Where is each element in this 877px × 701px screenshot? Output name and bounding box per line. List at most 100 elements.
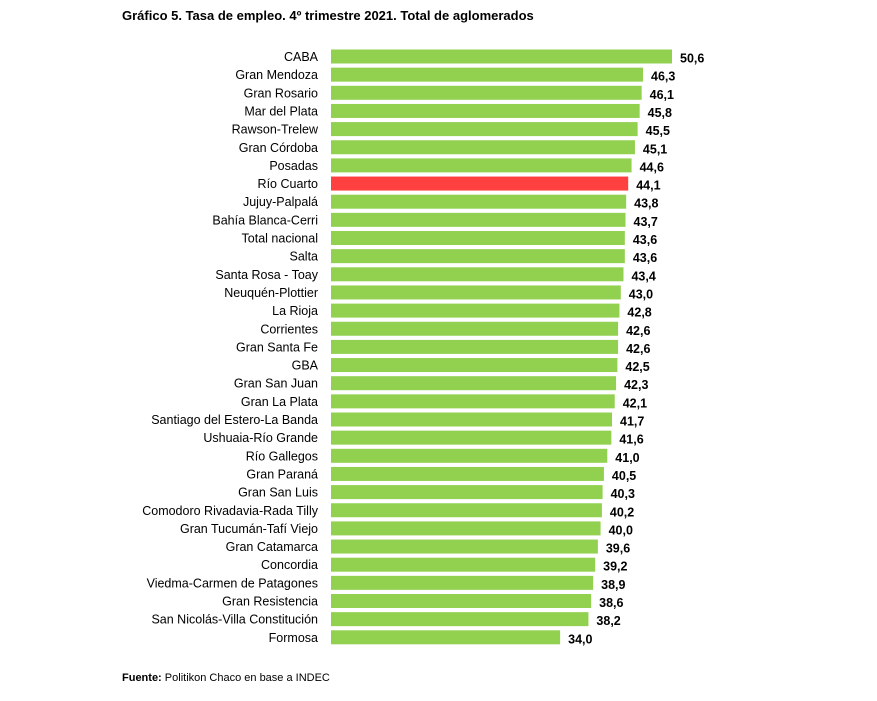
- category-label: Salta: [290, 250, 319, 264]
- category-label: Santiago del Estero-La Banda: [151, 413, 318, 427]
- bar: [331, 85, 642, 100]
- category-label: Gran Rosario: [244, 86, 318, 100]
- value-label: 42,6: [626, 342, 650, 356]
- value-label: 40,5: [612, 469, 636, 483]
- category-label: Gran San Luis: [238, 486, 318, 500]
- bar: [331, 503, 602, 518]
- value-label: 43,6: [633, 251, 657, 265]
- bar: [331, 485, 603, 500]
- category-label: Concordia: [261, 558, 318, 572]
- value-label: 43,4: [631, 269, 655, 283]
- category-label: Río Cuarto: [258, 177, 318, 191]
- value-label: 43,0: [629, 287, 653, 301]
- category-label: La Rioja: [272, 304, 318, 318]
- bar: [331, 557, 596, 572]
- bar: [331, 267, 624, 282]
- bar: [331, 339, 619, 354]
- bar: [331, 176, 629, 191]
- value-label: 38,9: [601, 578, 625, 592]
- bar: [331, 376, 617, 391]
- category-label: Gran Resistencia: [222, 595, 318, 609]
- value-label: 45,8: [648, 106, 672, 120]
- bar: [331, 448, 608, 463]
- bar: [331, 575, 594, 590]
- value-label: 50,6: [680, 52, 704, 66]
- bar: [331, 594, 592, 608]
- value-label: 43,7: [634, 215, 658, 229]
- bar: [331, 194, 627, 209]
- category-label: Gran San Juan: [234, 377, 318, 391]
- bar: [331, 321, 619, 336]
- bar: [331, 158, 632, 173]
- category-label: Santa Rosa - Toay: [215, 268, 318, 282]
- category-label: Bahía Blanca-Cerri: [212, 213, 318, 227]
- category-label: Gran Tucumán-Tafí Viejo: [180, 522, 318, 536]
- bar: [331, 212, 626, 227]
- category-label: Mar del Plata: [244, 104, 318, 118]
- value-label: 46,1: [650, 88, 674, 102]
- bar: [331, 103, 640, 118]
- category-label: Río Gallegos: [246, 449, 318, 463]
- category-label: Comodoro Rivadavia-Rada Tilly: [142, 504, 319, 518]
- value-label: 40,2: [610, 505, 634, 519]
- bar: [331, 140, 635, 155]
- category-label: Gran Córdoba: [239, 141, 318, 155]
- category-label: Posadas: [269, 159, 318, 173]
- bar: [331, 466, 604, 481]
- value-label: 34,0: [568, 632, 592, 646]
- category-label: Corrientes: [260, 322, 318, 336]
- value-label: 38,2: [596, 614, 620, 628]
- value-label: 39,6: [606, 542, 630, 556]
- value-label: 42,8: [627, 306, 651, 320]
- category-label: Ushuaia-Río Grande: [203, 431, 318, 445]
- bar: [331, 539, 598, 554]
- value-label: 40,3: [611, 487, 635, 501]
- category-label: GBA: [292, 359, 319, 373]
- category-label: Rawson-Trelew: [232, 123, 319, 137]
- category-label: Viedma-Carmen de Patagones: [147, 576, 318, 590]
- category-label: Gran Mendoza: [235, 68, 318, 82]
- bar: [331, 49, 672, 64]
- chart-title: Gráfico 5. Tasa de empleo. 4º trimestre …: [122, 8, 534, 23]
- value-label: 45,5: [646, 124, 670, 138]
- category-label: Neuquén-Plottier: [224, 286, 318, 300]
- bar: [331, 122, 638, 137]
- bar: [331, 285, 621, 300]
- bar: [331, 630, 561, 645]
- bar: [331, 430, 612, 445]
- bar: [331, 303, 620, 318]
- category-label: Jujuy-Palpalá: [243, 195, 318, 209]
- bar: [331, 67, 644, 82]
- category-label: Gran Catamarca: [226, 540, 318, 554]
- source-note: Fuente: Politikon Chaco en base a INDEC: [122, 672, 330, 684]
- value-label: 42,5: [625, 360, 649, 374]
- category-label: Gran La Plata: [241, 395, 318, 409]
- value-label: 39,2: [603, 560, 627, 574]
- value-label: 42,6: [626, 324, 650, 338]
- value-label: 45,1: [643, 142, 667, 156]
- source-text: Politikon Chaco en base a INDEC: [161, 672, 330, 684]
- category-label: Gran Santa Fe: [236, 340, 318, 354]
- bar: [331, 231, 625, 245]
- value-label: 42,3: [624, 378, 648, 392]
- value-label: 40,0: [609, 523, 633, 537]
- value-label: 41,6: [619, 433, 643, 447]
- value-label: 41,0: [615, 451, 639, 465]
- category-label: Gran Paraná: [246, 467, 318, 481]
- value-label: 43,8: [634, 197, 658, 211]
- value-label: 46,3: [651, 70, 675, 84]
- category-label: Formosa: [269, 631, 318, 645]
- bar: [331, 412, 613, 427]
- bar: [331, 358, 618, 373]
- category-label: Total nacional: [242, 232, 318, 246]
- value-label: 43,6: [633, 233, 657, 247]
- category-label: CABA: [284, 50, 319, 64]
- source-label: Fuente:: [122, 672, 162, 684]
- bar: [331, 249, 625, 264]
- value-label: 38,6: [599, 596, 623, 610]
- value-label: 44,1: [636, 179, 660, 193]
- value-label: 41,7: [620, 415, 644, 429]
- bar: [331, 612, 589, 627]
- value-label: 42,1: [623, 396, 647, 410]
